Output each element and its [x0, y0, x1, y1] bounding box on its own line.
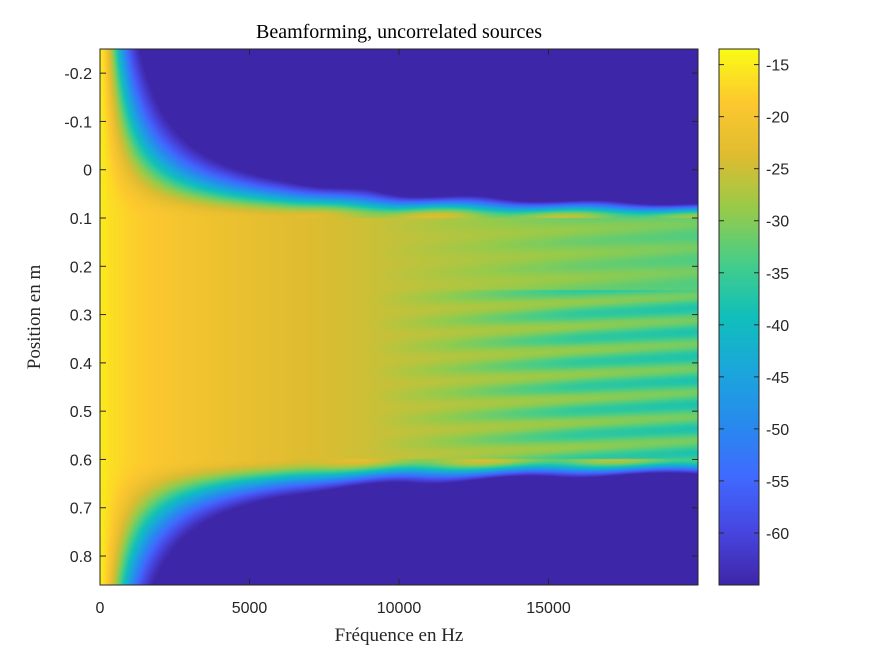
colorbar-tick-label: -40: [766, 318, 789, 335]
x-tick-label: 15000: [526, 600, 571, 617]
x-tick-label: 10000: [377, 600, 422, 617]
colorbar: -15 -20 -25 -30 -35 -40 -45 -50 -55 -60: [718, 48, 789, 586]
y-tick-label: 0.1: [70, 211, 92, 228]
colorbar-tick-label: -25: [766, 162, 789, 179]
y-tick-label: 0: [83, 163, 92, 180]
heatmap-image: [100, 49, 698, 585]
colorbar-tick-label: -35: [766, 266, 789, 283]
y-tick-label: 0.3: [70, 308, 92, 325]
colorbar-tick-label: -30: [766, 214, 789, 231]
x-tick-label: 0: [96, 600, 105, 617]
colorbar-tick-label: -60: [766, 526, 789, 543]
colorbar-tick-label: -15: [766, 58, 789, 75]
x-tick-label: 5000: [232, 600, 268, 617]
colorbar-tick-label: -55: [766, 474, 789, 491]
y-tick-label: 0.4: [70, 356, 92, 373]
colorbar-frame: [718, 48, 760, 586]
y-tick-label: 0.5: [70, 404, 92, 421]
x-axis-ticks: 0 5000 10000 15000: [96, 49, 571, 617]
y-tick-label: 0.8: [70, 549, 92, 566]
colorbar-gradient: [719, 49, 759, 585]
y-tick-label: 0.7: [70, 501, 92, 518]
x-axis-label: Fréquence en Hz: [335, 625, 464, 646]
plot-area: 0 5000 10000 15000 -0.2 -0.1 0 0.1 0.2 0.3 0.4 0.5…: [64, 48, 699, 617]
colorbar-tick-label: -50: [766, 422, 789, 439]
y-tick-label: -0.1: [64, 114, 92, 131]
y-axis-label: Position en m: [24, 265, 45, 370]
y-axis-ticks: -0.2 -0.1 0 0.1 0.2 0.3 0.4 0.5 0.6 0.7 0.8: [64, 66, 698, 566]
y-tick-label: 0.2: [70, 259, 92, 276]
colorbar-tick-label: -45: [766, 370, 789, 387]
colorbar-tick-label: -20: [766, 110, 789, 127]
y-tick-label: -0.2: [64, 66, 92, 83]
y-tick-label: 0.6: [70, 452, 92, 469]
colorbar-ticks: -15 -20 -25 -30 -35 -40 -45 -50 -55 -60: [719, 58, 789, 543]
chart-title: Beamforming, uncorrelated sources: [256, 21, 542, 43]
